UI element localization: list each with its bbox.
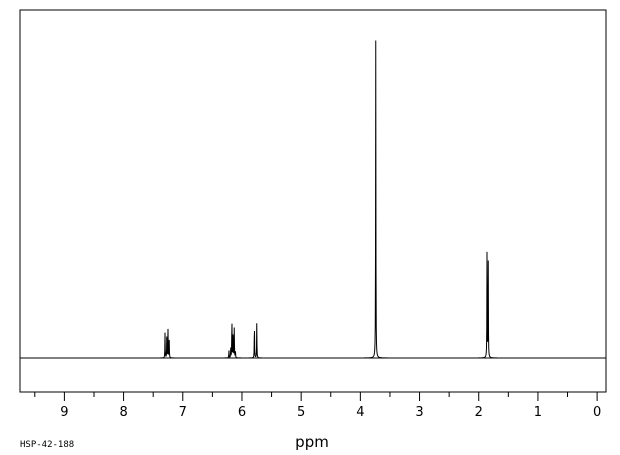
x-axis: 9 8 7 6 5 4 3 2 1 0 bbox=[34, 392, 601, 420]
x-tick-label: 9 bbox=[60, 405, 68, 420]
x-tick-label: 8 bbox=[119, 405, 127, 420]
x-tick-label: 7 bbox=[179, 405, 187, 420]
x-tick-label: 0 bbox=[593, 405, 601, 420]
x-tick-label: 5 bbox=[297, 405, 305, 420]
spectrum-trace bbox=[20, 40, 606, 359]
x-axis-title: ppm bbox=[295, 433, 329, 451]
x-tick-label: 3 bbox=[415, 405, 423, 420]
x-tick-label: 4 bbox=[356, 405, 364, 420]
plot-frame bbox=[19, 9, 607, 393]
x-tick-label: 1 bbox=[534, 405, 542, 420]
x-tick-label: 2 bbox=[475, 405, 483, 420]
sample-id-label: HSP-42-188 bbox=[20, 440, 74, 450]
x-tick-label: 6 bbox=[238, 405, 246, 420]
